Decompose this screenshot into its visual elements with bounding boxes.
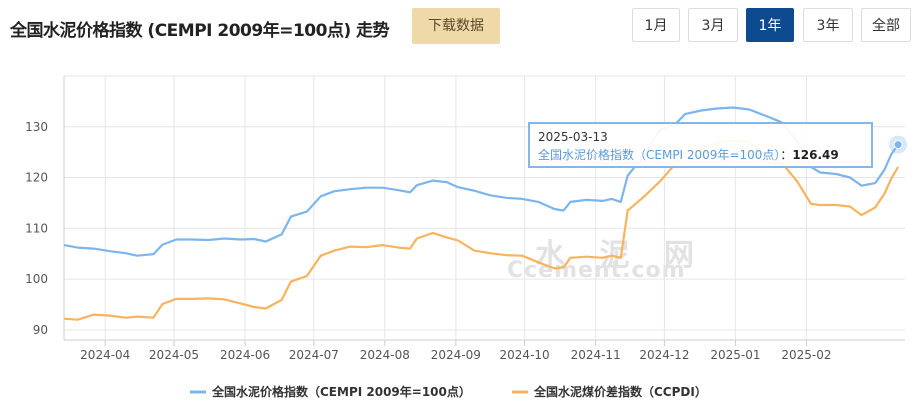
x-tick-label: 2024-05 xyxy=(149,348,199,362)
x-tick-label: 2024-12 xyxy=(639,348,689,362)
legend[interactable]: 全国水泥价格指数（CEMPI 2009年=100点） 全国水泥煤价差指数（CCPD… xyxy=(190,384,707,399)
chart-tooltip: 2025-03-13 全国水泥价格指数（CEMPI 2009年=100点）：12… xyxy=(528,122,873,168)
x-tick-label: 2024-07 xyxy=(289,348,339,362)
page-title: 全国水泥价格指数 (CEMPI 2009年=100点) 走势 xyxy=(10,21,390,41)
x-tick-label: 2024-06 xyxy=(220,348,270,362)
x-tick-label: 2024-09 xyxy=(431,348,481,362)
y-tick-label: 100 xyxy=(25,272,48,286)
tooltip-series-name: 全国水泥价格指数（CEMPI 2009年=100点） xyxy=(538,148,781,162)
grid-lines xyxy=(63,75,905,346)
series-line-cempi xyxy=(63,106,899,257)
x-axis: 2024-04 2024-05 2024-06 2024-07 2024-08 2024-… xyxy=(80,348,831,362)
tooltip-row: 全国水泥价格指数（CEMPI 2009年=100点）：126.49 xyxy=(538,146,863,163)
tooltip-separator: ： xyxy=(780,148,793,162)
y-tick-label: 110 xyxy=(25,221,48,235)
y-tick-label: 120 xyxy=(25,171,48,185)
x-tick-label: 2025-02 xyxy=(781,348,831,362)
x-tick-label: 2024-08 xyxy=(360,348,410,362)
y-axis: 90 100 110 120 130 xyxy=(25,120,48,337)
tooltip-date: 2025-03-13 xyxy=(538,130,608,144)
range-3-years-button[interactable]: 3年 xyxy=(803,8,853,42)
legend-item-ccpdi: 全国水泥煤价差指数（CCPDI） xyxy=(533,384,707,399)
x-tick-label: 2024-04 xyxy=(80,348,130,362)
download-data-button[interactable]: 下载数据 xyxy=(412,8,500,44)
range-all-button[interactable]: 全部 xyxy=(861,8,911,42)
x-tick-label: 2025-01 xyxy=(710,348,760,362)
range-1-year-button[interactable]: 1年 xyxy=(746,8,794,42)
tooltip-value: 126.49 xyxy=(792,148,839,162)
highlight-point xyxy=(893,140,903,150)
y-tick-label: 130 xyxy=(25,120,48,134)
y-tick-label: 90 xyxy=(33,323,48,337)
range-3-months-button[interactable]: 3月 xyxy=(688,8,738,42)
legend-item-cempi: 全国水泥价格指数（CEMPI 2009年=100点） xyxy=(211,384,471,399)
range-1-month-button[interactable]: 1月 xyxy=(632,8,680,42)
x-tick-label: 2024-10 xyxy=(500,348,550,362)
x-tick-label: 2024-11 xyxy=(571,348,621,362)
